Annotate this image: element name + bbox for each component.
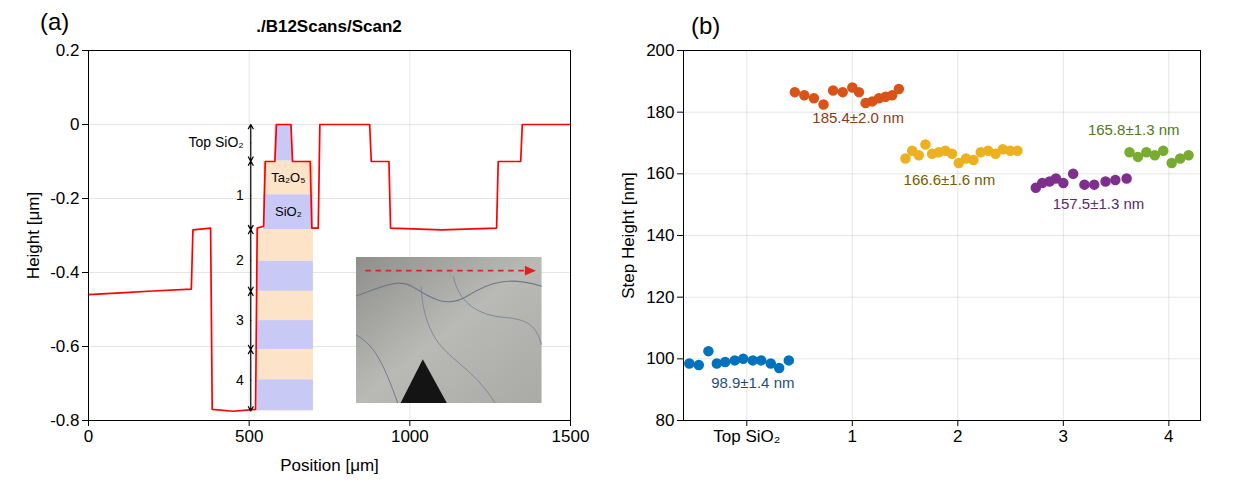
svg-text:166.6±1.6 nm: 166.6±1.6 nm — [904, 171, 996, 188]
svg-text:165.8±1.3 nm: 165.8±1.3 nm — [1088, 121, 1180, 138]
svg-text:100: 100 — [646, 349, 674, 368]
svg-text:0: 0 — [70, 115, 79, 134]
svg-text:Ta₂O₅: Ta₂O₅ — [271, 170, 305, 185]
svg-text:160: 160 — [646, 164, 674, 183]
svg-text:4: 4 — [236, 372, 244, 388]
svg-text:4: 4 — [1164, 427, 1173, 446]
svg-text:Step Height [nm]: Step Height [nm] — [619, 172, 638, 299]
svg-text:2: 2 — [236, 252, 244, 268]
svg-text:3: 3 — [236, 312, 244, 328]
svg-text:Top SiO₂: Top SiO₂ — [713, 427, 780, 446]
svg-text:500: 500 — [235, 427, 263, 446]
svg-text:0.2: 0.2 — [56, 41, 80, 60]
html-text:(b): (b) — [691, 12, 721, 39]
html-text:./B12Scans/Scan2: ./B12Scans/Scan2 — [256, 17, 402, 36]
svg-text:140: 140 — [646, 226, 674, 245]
svg-text:-0.4: -0.4 — [50, 263, 79, 282]
svg-text:3: 3 — [1059, 427, 1068, 446]
svg-text:98.9±1.4 nm: 98.9±1.4 nm — [711, 374, 794, 391]
svg-text:-0.2: -0.2 — [50, 189, 79, 208]
svg-text:Height [μm]: Height [μm] — [24, 192, 43, 279]
svg-text:200: 200 — [646, 41, 674, 60]
svg-text:1: 1 — [236, 187, 244, 203]
svg-text:-0.6: -0.6 — [50, 337, 79, 356]
svg-text:120: 120 — [646, 288, 674, 307]
svg-text:0: 0 — [84, 427, 93, 446]
svg-text:Top SiO₂: Top SiO₂ — [189, 134, 244, 150]
svg-text:80: 80 — [656, 411, 675, 430]
svg-text:SiO₂: SiO₂ — [275, 204, 302, 219]
svg-text:157.5±1.3 nm: 157.5±1.3 nm — [1053, 195, 1145, 212]
svg-text:-0.8: -0.8 — [50, 411, 79, 430]
svg-text:2: 2 — [953, 427, 962, 446]
html-text:(a): (a) — [40, 8, 70, 35]
svg-text:1000: 1000 — [391, 427, 429, 446]
svg-text:180: 180 — [646, 103, 674, 122]
svg-text:1: 1 — [848, 427, 857, 446]
svg-text:1500: 1500 — [552, 427, 590, 446]
svg-text:Position [μm]: Position [μm] — [280, 456, 379, 475]
svg-text:185.4±2.0 nm: 185.4±2.0 nm — [812, 109, 904, 126]
